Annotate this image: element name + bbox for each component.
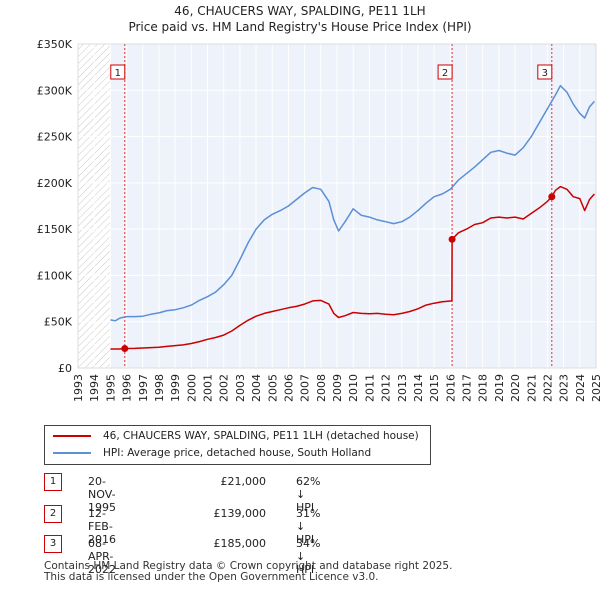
x-tick-label: 2006	[282, 374, 295, 402]
legend-swatch-property	[53, 435, 91, 437]
legend: 46, CHAUCERS WAY, SPALDING, PE11 1LH (de…	[44, 425, 431, 465]
sale-hpi-diff: 34% ↓ HPI	[296, 537, 321, 576]
x-tick-label: 2014	[412, 374, 425, 402]
chart-title: 46, CHAUCERS WAY, SPALDING, PE11 1LH	[174, 4, 426, 18]
x-tick-label: 2008	[315, 374, 328, 402]
sale-price: £139,000	[213, 507, 267, 520]
x-tick-label: 2020	[509, 374, 522, 402]
y-tick-label: £250K	[37, 131, 73, 144]
x-tick-label: 2025	[590, 374, 600, 402]
x-tick-label: 2000	[185, 374, 198, 402]
legend-label-hpi: HPI: Average price, detached house, Sout…	[103, 447, 372, 459]
footer-licence: This data is licensed under the Open Gov…	[44, 571, 379, 583]
sale-marker-box	[110, 64, 126, 80]
y-tick-label: £150K	[37, 223, 73, 236]
footer-copyright: Contains HM Land Registry data © Crown c…	[44, 560, 453, 572]
y-tick-label: £350K	[37, 38, 73, 51]
legend-item-hpi: HPI: Average price, detached house, Sout…	[53, 445, 371, 461]
sale-hpi-diff: 62% ↓ HPI	[296, 475, 321, 514]
x-tick-label: 2010	[347, 374, 360, 402]
x-tick-label: 1994	[88, 374, 101, 402]
x-tick-label: 2022	[541, 374, 554, 402]
hpi-line	[110, 84, 595, 322]
x-tick-label: 1996	[121, 374, 134, 402]
y-tick-label: £100K	[37, 269, 73, 282]
y-tick-label: £0	[58, 362, 72, 375]
sale-point	[121, 345, 129, 353]
sale-marker-box	[437, 64, 453, 80]
x-tick-label: 1999	[169, 374, 182, 402]
sale-marker-label: 2	[442, 68, 448, 79]
x-tick-label: 1993	[72, 374, 85, 402]
x-tick-label: 2021	[525, 374, 538, 402]
legend-swatch-hpi	[53, 452, 91, 454]
sale-marker-label: 3	[542, 68, 548, 79]
x-tick-label: 2009	[331, 374, 344, 402]
x-tick-label: 2003	[234, 374, 247, 402]
sale-hpi-diff: 31% ↓ HPI	[296, 507, 321, 546]
plot-border	[77, 43, 597, 369]
sale-marker-label: 1	[115, 68, 121, 79]
sale-number-badge: 1	[44, 473, 62, 491]
sale-price: £185,000	[213, 537, 267, 550]
x-tick-label: 2001	[202, 374, 215, 402]
x-tick-label: 2015	[428, 374, 441, 402]
x-tick-label: 2017	[461, 374, 474, 402]
footer: Contains HM Land Registry data © Crown c…	[44, 561, 452, 583]
x-tick-label: 2002	[218, 374, 231, 402]
sale-price: £21,000	[220, 475, 267, 488]
sale-date: 12-FEB-2016	[88, 507, 116, 546]
sale-point	[448, 235, 456, 243]
x-tick-label: 2024	[574, 374, 587, 402]
sale-point	[548, 193, 556, 201]
x-tick-label: 2005	[266, 374, 279, 402]
x-tick-label: 2012	[380, 374, 393, 402]
x-tick-label: 2004	[250, 374, 263, 402]
property-price-line	[110, 185, 595, 350]
legend-label-property: 46, CHAUCERS WAY, SPALDING, PE11 1LH (de…	[103, 430, 419, 442]
x-tick-label: 2016	[444, 374, 457, 402]
sale-date: 20-NOV-1995	[88, 475, 116, 514]
x-tick-label: 2007	[299, 374, 312, 402]
sale-number-badge: 3	[44, 535, 62, 553]
sale-date: 08-APR-2022	[88, 537, 116, 576]
y-tick-label: £200K	[37, 177, 73, 190]
legend-item-property: 46, CHAUCERS WAY, SPALDING, PE11 1LH (de…	[53, 428, 419, 444]
x-tick-label: 1998	[153, 374, 166, 402]
x-tick-label: 2018	[477, 374, 490, 402]
x-tick-label: 2011	[363, 374, 376, 402]
x-tick-label: 2023	[558, 374, 571, 402]
y-tick-label: £300K	[37, 84, 73, 97]
x-tick-label: 1997	[137, 374, 150, 402]
sale-number-badge: 2	[44, 505, 62, 523]
x-tick-label: 1995	[104, 374, 117, 402]
sale-marker-box	[537, 64, 553, 80]
x-tick-label: 2013	[396, 374, 409, 402]
chart-subtitle: Price paid vs. HM Land Registry's House …	[128, 20, 472, 34]
price-chart: £0 £50K £100K £150K £200K £250K £300K £350K 1993…	[37, 38, 600, 402]
x-tick-label: 2019	[493, 374, 506, 402]
y-tick-label: £50K	[44, 316, 73, 329]
